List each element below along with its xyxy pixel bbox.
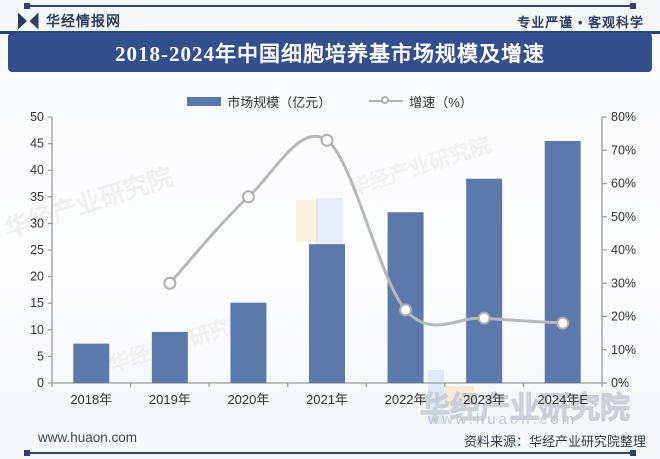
- left-axis-tick-label: 20: [30, 270, 44, 284]
- growth-rate-marker: [320, 133, 334, 147]
- right-axis-tick-label: 30%: [611, 276, 636, 290]
- watermark-text: 华经产业研究院: [1, 162, 176, 244]
- left-axis-tick-label: 25: [30, 243, 44, 257]
- growth-rate-line: [168, 134, 565, 327]
- line-marker-swatch-icon: [369, 96, 404, 106]
- left-axis-tick-label: 50: [30, 110, 44, 124]
- rule-end-square: [24, 3, 30, 9]
- chart-legend: 市场规模（亿元） 增速（%）: [0, 92, 660, 110]
- left-axis-tick-label: 15: [30, 296, 44, 310]
- footer: www.huaon.com 资料来源：华经产业研究院整理: [0, 424, 660, 452]
- right-axis-tick-label: 80%: [611, 110, 636, 124]
- brand-name: 华经情报网: [46, 13, 121, 29]
- left-axis-tick-label: 10: [30, 323, 44, 337]
- right-axis-tick-label: 50%: [611, 210, 636, 224]
- legend-item-market-size: 市场规模（亿元）: [187, 92, 331, 111]
- right-axis-tick-label: 60%: [611, 177, 636, 191]
- bar-swatch-icon: [187, 96, 222, 106]
- rule-end-square: [24, 450, 30, 456]
- left-axis-tick-label: 45: [30, 137, 44, 151]
- growth-rate-marker: [241, 190, 255, 204]
- left-axis-tick-label: 5: [37, 349, 44, 363]
- left-axis-tick-label: 0: [37, 376, 44, 390]
- slogan: 专业严谨 • 客观科学: [517, 15, 644, 30]
- page-title: 2018-2024年中国细胞培养基市场规模及增速: [115, 41, 545, 66]
- market-size-bar: [387, 212, 424, 383]
- market-size-bar: [466, 178, 503, 383]
- header-divider: [0, 31, 660, 34]
- brand-logo-icon: [18, 12, 39, 30]
- x-axis-label: 2024年E: [537, 392, 588, 407]
- watermark-logo-patch: [316, 198, 343, 248]
- x-axis-label: 2021年: [306, 392, 348, 407]
- market-size-bar: [151, 331, 188, 383]
- brand: 华经情报网: [18, 11, 121, 31]
- rule-end-square: [630, 3, 636, 9]
- watermark-text-outline: 华经产业研究院: [420, 391, 630, 425]
- market-size-bar: [230, 302, 267, 383]
- right-axis-tick-label: 20%: [611, 310, 636, 324]
- combo-chart: 华经产业研究院华经产业研究院华经产业研究院华经产业研究院www.huaon.co…: [1, 110, 636, 425]
- market-size-bar: [544, 140, 581, 383]
- x-axis-label: 2022年: [385, 392, 427, 407]
- watermark-url-text: www.huaon.com: [427, 411, 577, 425]
- data-source-note: 资料来源：华经产业研究院整理: [463, 434, 646, 449]
- x-axis-label: 2018年: [70, 392, 112, 407]
- top-rule: [24, 3, 636, 9]
- market-size-bar: [73, 343, 110, 383]
- site-url-link[interactable]: www.huaon.com: [38, 430, 138, 445]
- x-axis-label: 2023年: [463, 392, 505, 407]
- growth-rate-marker: [556, 316, 570, 330]
- growth-rate-marker: [477, 311, 491, 325]
- x-axis-label: 2020年: [227, 392, 269, 407]
- rule-end-square: [630, 450, 636, 456]
- growth-rate-marker: [399, 303, 413, 317]
- legend-item-growth: 增速（%）: [369, 92, 473, 111]
- x-axis-label: 2019年: [149, 392, 191, 407]
- watermark-logo-patch: [296, 200, 318, 242]
- right-axis-tick-label: 10%: [611, 343, 636, 357]
- bottom-rule: [24, 450, 636, 456]
- title-banner: 2018-2024年中国细胞培养基市场规模及增速: [8, 33, 652, 72]
- header: 华经情报网 专业严谨 • 客观科学: [0, 11, 660, 31]
- watermark-logo-patch: [444, 386, 474, 408]
- legend-label: 增速（%）: [409, 94, 473, 110]
- left-axis-tick-label: 35: [30, 190, 44, 204]
- left-axis-tick-label: 40: [30, 163, 44, 177]
- right-axis-tick-label: 70%: [611, 143, 636, 157]
- left-axis-tick-label: 30: [30, 216, 44, 230]
- legend-label: 市场规模（亿元）: [227, 94, 332, 110]
- market-size-bar: [309, 244, 345, 383]
- right-axis-tick-label: 0%: [611, 376, 629, 390]
- right-axis-tick-label: 40%: [611, 243, 636, 257]
- growth-rate-marker: [163, 276, 177, 290]
